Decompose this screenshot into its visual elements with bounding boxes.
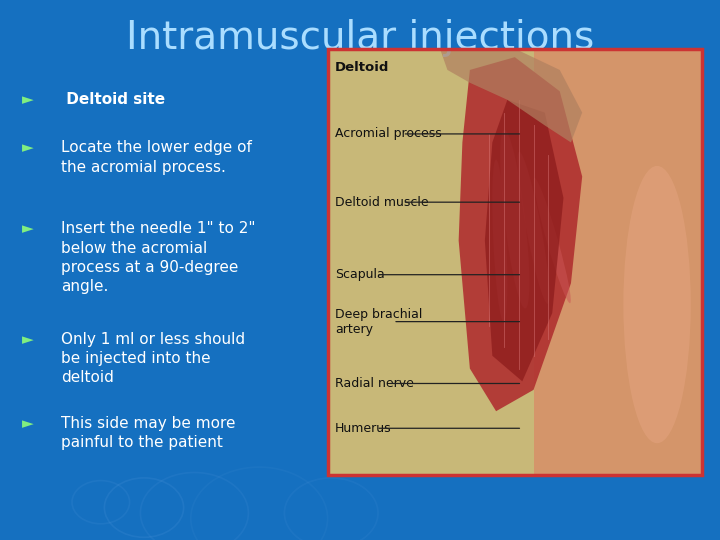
Ellipse shape xyxy=(624,166,690,443)
Ellipse shape xyxy=(534,178,571,303)
Text: ►: ► xyxy=(22,92,33,107)
Text: Deep brachial
artery: Deep brachial artery xyxy=(335,308,423,336)
Text: Only 1 ml or less should
be injected into the
deltoid: Only 1 ml or less should be injected int… xyxy=(61,332,246,386)
Text: Deltoid muscle: Deltoid muscle xyxy=(335,195,428,208)
Text: ►: ► xyxy=(22,416,33,431)
Text: Radial nerve: Radial nerve xyxy=(335,377,414,390)
Polygon shape xyxy=(459,57,582,411)
Text: ►: ► xyxy=(22,332,33,347)
Polygon shape xyxy=(534,49,702,454)
Polygon shape xyxy=(440,49,582,143)
Text: Insert the needle 1" to 2"
below the acromial
process at a 90-degree
angle.: Insert the needle 1" to 2" below the acr… xyxy=(61,221,256,294)
Ellipse shape xyxy=(492,159,508,322)
Text: Intramuscular injections: Intramuscular injections xyxy=(126,19,594,57)
Text: Acromial process: Acromial process xyxy=(335,127,442,140)
Text: Locate the lower edge of
the acromial process.: Locate the lower edge of the acromial pr… xyxy=(61,140,252,174)
Text: Deltoid: Deltoid xyxy=(335,62,390,75)
Text: Humerus: Humerus xyxy=(335,422,392,435)
FancyBboxPatch shape xyxy=(534,49,702,475)
Ellipse shape xyxy=(500,130,529,308)
Polygon shape xyxy=(485,100,564,381)
Text: ►: ► xyxy=(22,221,33,237)
Ellipse shape xyxy=(518,152,549,304)
Text: This side may be more
painful to the patient: This side may be more painful to the pat… xyxy=(61,416,235,450)
Text: ►: ► xyxy=(22,140,33,156)
Text: Deltoid site: Deltoid site xyxy=(61,92,166,107)
FancyBboxPatch shape xyxy=(328,49,534,475)
Text: Scapula: Scapula xyxy=(335,268,384,281)
